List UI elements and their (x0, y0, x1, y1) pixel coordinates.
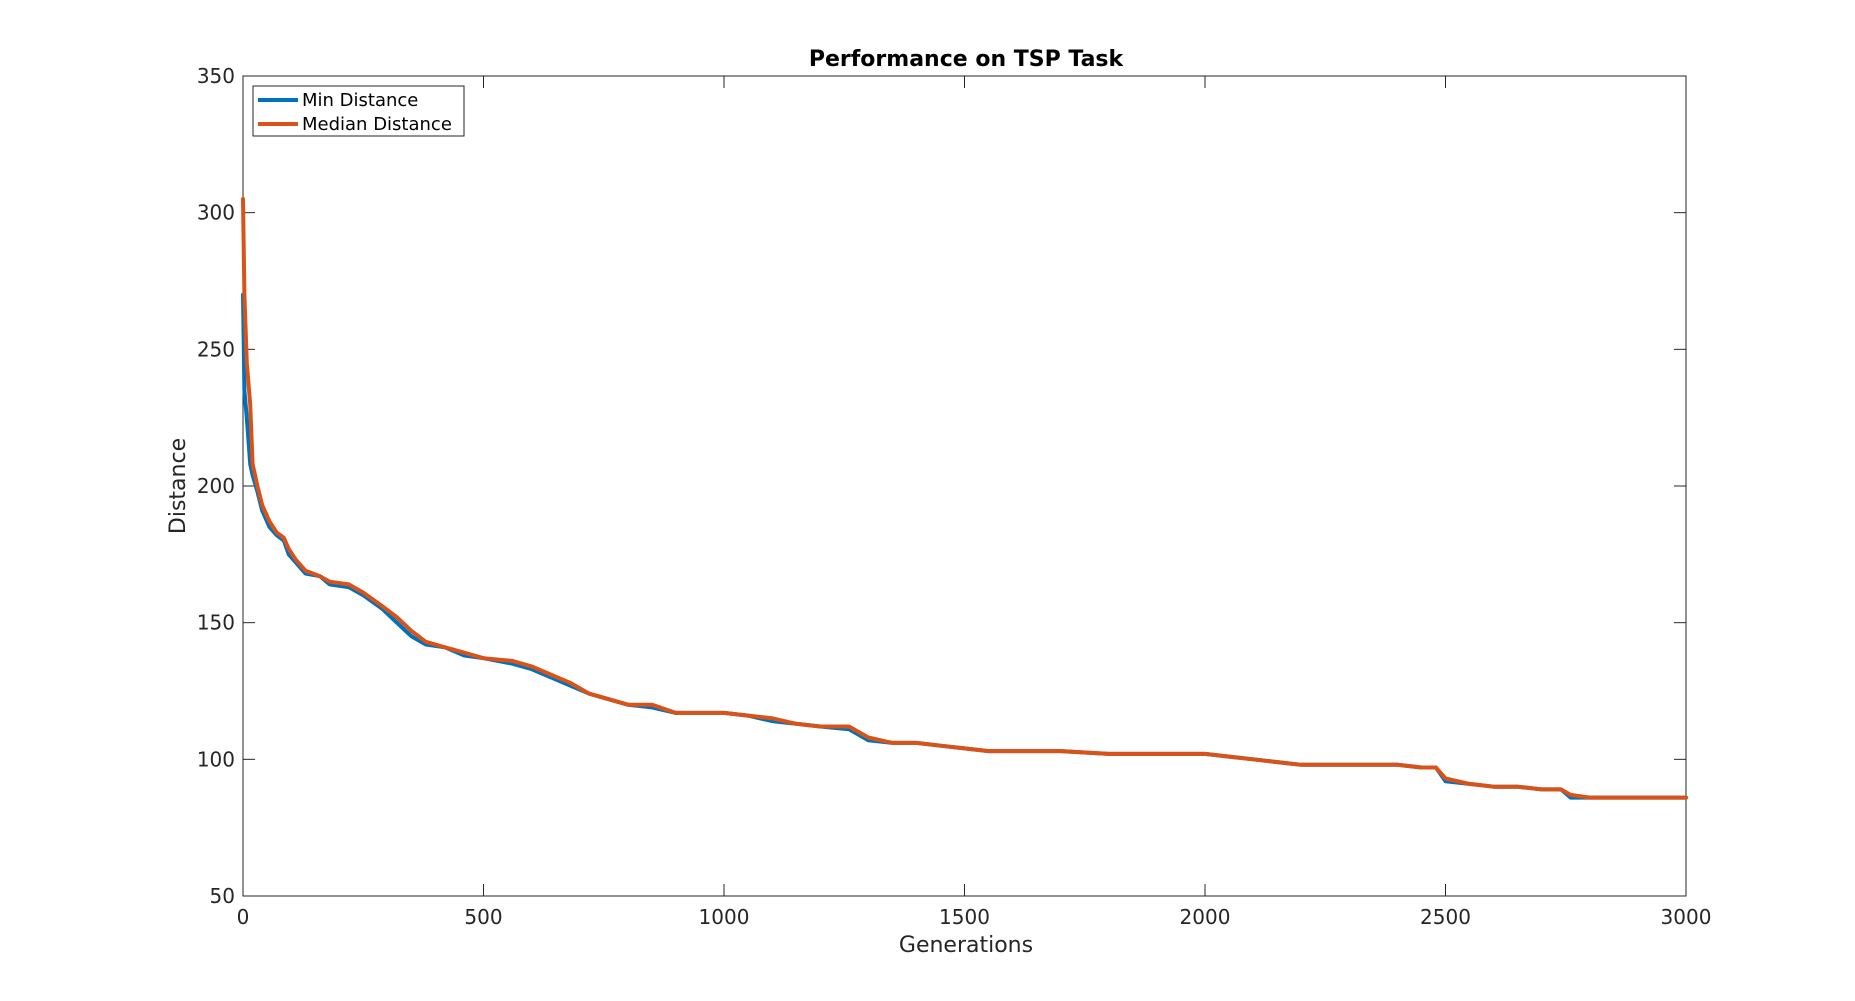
y-tick-label: 250 (197, 337, 235, 361)
x-tick-label: 1000 (699, 905, 750, 929)
y-tick-label: 200 (197, 474, 235, 498)
x-tick-label: 500 (464, 905, 502, 929)
legend-label-min-distance: Min Distance (302, 90, 418, 111)
y-tick-label: 100 (197, 747, 235, 771)
x-tick-label: 1500 (939, 905, 990, 929)
y-tick-label: 350 (197, 64, 235, 88)
x-tick-label: 0 (237, 905, 250, 929)
chart-title: Performance on TSP Task (809, 47, 1125, 72)
x-axis-label: Generations (899, 933, 1033, 958)
x-axis: 0 500 1000 1500 2000 2500 3000 (237, 76, 1712, 929)
x-tick-label: 2500 (1420, 905, 1471, 929)
plot-area: 0 500 1000 1500 2000 2500 3000 50 100 150 200 250 3… (197, 64, 1712, 929)
x-tick-label: 2000 (1180, 905, 1231, 929)
legend-label-median-distance: Median Distance (302, 114, 452, 135)
y-tick-label: 300 (197, 201, 235, 225)
y-tick-label: 50 (210, 884, 235, 908)
legend-box (252, 85, 465, 137)
y-axis: 50 100 150 200 250 300 350 (197, 64, 1686, 908)
series-line-median-distance (241, 197, 1688, 800)
axes-box (242, 75, 1687, 897)
x-tick-label: 3000 (1661, 905, 1712, 929)
legend: Min Distance Median Distance (252, 85, 465, 137)
y-axis-label: Distance (166, 438, 191, 534)
series-layer (241, 197, 1688, 800)
y-tick-label: 150 (197, 611, 235, 635)
